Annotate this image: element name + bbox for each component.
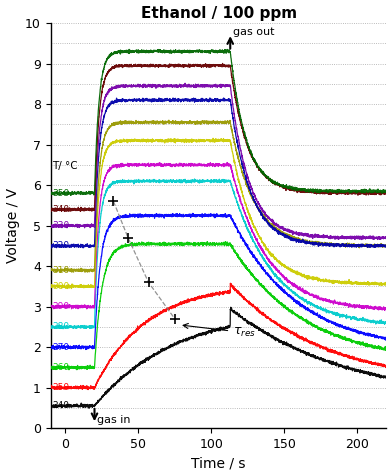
Text: 290: 290: [52, 302, 69, 311]
Text: 280: 280: [52, 322, 69, 331]
Text: gas in: gas in: [98, 415, 131, 425]
Text: 340: 340: [52, 205, 69, 214]
Y-axis label: Voltage / V: Voltage / V: [5, 188, 20, 263]
Text: 270: 270: [52, 343, 69, 352]
Text: 300: 300: [52, 282, 69, 291]
Title: Ethanol / 100 ppm: Ethanol / 100 ppm: [140, 6, 297, 20]
Text: $\tau_{res}$: $\tau_{res}$: [183, 324, 256, 339]
Text: 350: 350: [52, 189, 69, 198]
Text: 250: 250: [52, 383, 69, 392]
Text: 320: 320: [52, 241, 69, 250]
X-axis label: Time / s: Time / s: [191, 456, 246, 470]
Text: 310: 310: [52, 266, 69, 275]
Text: T/ °C: T/ °C: [52, 161, 78, 171]
Text: gas out: gas out: [233, 27, 275, 37]
Text: 240: 240: [52, 401, 69, 410]
Text: 330: 330: [52, 221, 69, 230]
Text: 260: 260: [52, 363, 69, 372]
